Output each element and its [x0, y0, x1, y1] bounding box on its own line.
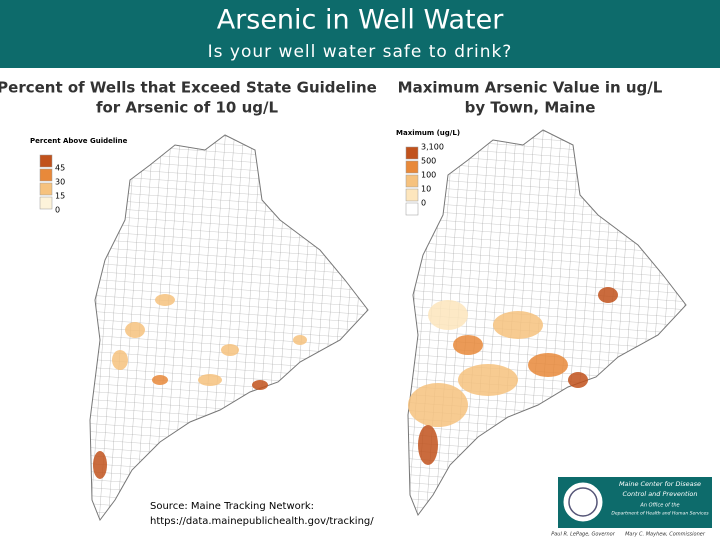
logo-text: Department of Health and Human Services — [611, 511, 709, 517]
source: Source: Maine Tracking Network: — [150, 501, 314, 512]
town-patch — [568, 372, 588, 388]
legend-label: 45 — [55, 164, 65, 173]
legend-label: 0 — [421, 199, 426, 208]
town-patch — [458, 364, 518, 396]
town-patch — [598, 287, 618, 303]
town-patch — [155, 294, 175, 306]
map-title: Maximum Arsenic Value in ug/L — [398, 79, 663, 97]
state-outline — [89, 134, 369, 522]
town-patch — [252, 380, 268, 390]
town-patch — [198, 374, 222, 386]
town-patch — [453, 335, 483, 355]
town-patch — [418, 425, 438, 465]
legend-label: 100 — [421, 171, 436, 180]
legend-swatch — [39, 154, 53, 168]
map-title: for Arsenic of 10 ug/L — [96, 99, 279, 117]
state-outline — [407, 129, 687, 517]
town-patch — [408, 383, 468, 427]
legend-label: 10 — [421, 185, 431, 194]
town-patch — [112, 350, 128, 370]
logo-text: Control and Prevention — [622, 490, 697, 498]
town-patch — [152, 375, 168, 385]
logo-text: Maine Center for Disease — [619, 480, 701, 488]
town-patch — [528, 353, 568, 377]
town-fills — [408, 287, 618, 465]
legend-label: 500 — [421, 157, 436, 166]
legend-swatch — [405, 160, 419, 174]
legend-label: 30 — [55, 178, 65, 187]
town-patch — [428, 300, 468, 330]
map-left: Percent Above Guideline 45 30 15 0 — [30, 134, 369, 522]
legend-title: Maximum (ug/L) — [396, 129, 460, 137]
legend-swatch — [405, 202, 419, 216]
subtitle: Is your well water safe to drink? — [208, 42, 513, 62]
legend-swatch — [39, 168, 53, 182]
legend-title: Percent Above Guideline — [30, 137, 128, 145]
legend-swatch — [39, 196, 53, 210]
header-band — [0, 0, 720, 68]
town-patch — [293, 335, 307, 345]
legend-swatch — [39, 182, 53, 196]
seal-ring — [568, 487, 598, 517]
legend-swatch — [405, 174, 419, 188]
town-patch — [221, 344, 239, 356]
logo-text: An Office of the — [639, 503, 679, 509]
legend-swatch — [405, 146, 419, 160]
source: https://data.mainepublichealth.gov/track… — [150, 516, 374, 527]
legend-label: 0 — [55, 206, 60, 215]
town-patch — [125, 322, 145, 338]
title: Arsenic in Well Water — [217, 5, 505, 36]
legend-label: 15 — [55, 192, 65, 201]
governor: Paul R. LePage, Governor — [551, 532, 616, 538]
town-patch — [93, 451, 107, 479]
logo: Maine Center for Disease Control and Pre… — [551, 477, 712, 538]
town-fills — [93, 294, 307, 479]
legend-label: 3,100 — [421, 143, 444, 152]
map-title: by Town, Maine — [465, 99, 596, 117]
town-patch — [493, 311, 543, 339]
legend-swatch — [405, 188, 419, 202]
map-title: Percent of Wells that Exceed State Guide… — [0, 79, 377, 97]
commissioner: Mary C. Mayhew, Commissioner — [625, 532, 706, 538]
